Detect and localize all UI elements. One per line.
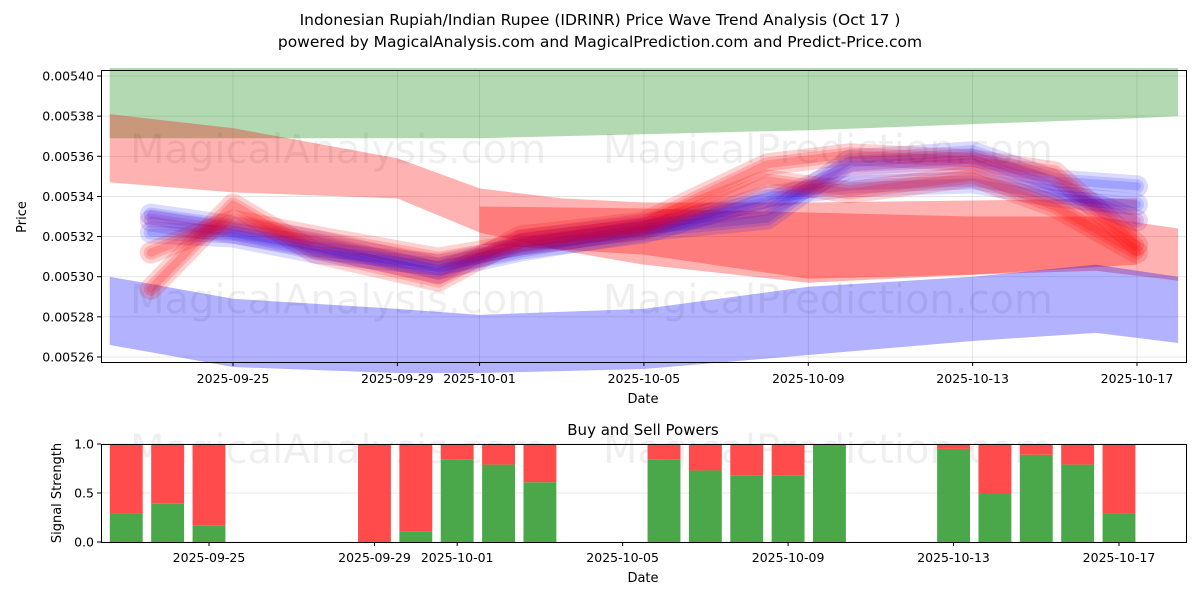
buy-bar [441,460,474,542]
x-tick-label: 2025-10-17 [1083,550,1156,565]
x-tick-label: 2025-09-25 [173,550,246,565]
y-tick-label: 0.00532 [42,229,94,244]
buy-bar [110,514,143,542]
x-tick-label: 2025-09-29 [338,550,411,565]
y-tick-label: 0.00534 [42,189,94,204]
sell-bar [648,444,681,460]
sell-bar [1020,444,1053,455]
buy-bar [482,465,515,542]
y-tick-label: 0.00538 [42,109,94,124]
buy-bar [978,493,1011,542]
bar-x-axis: 2025-09-25 2025-09-29 2025-10-01 2025-10-05… [173,542,1156,565]
buy-bar [151,504,184,542]
price-y-axis: 0.00526 0.00528 0.00530 0.00532 0.00534 0.005… [42,69,101,365]
sell-bar [110,444,143,514]
buy-bar [1103,514,1136,542]
x-tick-label: 2025-10-13 [936,371,1009,386]
watermark: MagicalPrediction.com [603,127,1053,173]
price-x-axis-label: Date [627,392,658,407]
y-tick-label: 0.00536 [42,149,94,164]
y-tick-label: 0.0 [74,535,94,550]
watermark: MagicalAnalysis.com [130,127,546,173]
sell-bar [978,444,1011,493]
y-tick-label: 1.0 [74,437,94,452]
x-tick-label: 2025-10-09 [752,550,825,565]
buy-bar [193,525,226,542]
x-tick-label: 2025-10-09 [772,371,845,386]
sell-bar [523,444,556,482]
buy-bar [937,449,970,542]
buy-bar [689,470,722,542]
sell-bar [151,444,184,504]
bar-y-axis: 0.0 0.5 1.0 [74,437,101,550]
y-tick-label: 0.00526 [42,350,94,365]
x-tick-label: 2025-10-13 [917,550,990,565]
bar-y-axis-label: Signal Strength [50,443,65,543]
buy-bar [1061,465,1094,542]
x-tick-label: 2025-09-25 [197,371,270,386]
x-tick-label: 2025-10-01 [421,550,494,565]
y-tick-label: 0.00528 [42,309,94,324]
buy-bar [1020,455,1053,542]
chart-canvas: MagicalAnalysis.com MagicalPrediction.co… [0,0,1200,600]
sell-bar [689,444,722,470]
watermark: MagicalAnalysis.com [130,277,546,323]
x-tick-label: 2025-09-29 [361,371,434,386]
x-tick-label: 2025-10-05 [586,550,659,565]
sell-bar [1061,444,1094,465]
price-y-axis-label: Price [15,201,30,233]
sell-bar [193,444,226,525]
buy-bar [399,531,432,542]
buy-bar [730,475,763,542]
x-tick-label: 2025-10-17 [1101,371,1174,386]
sell-bar [399,444,432,531]
x-tick-label: 2025-10-05 [608,371,681,386]
sell-bar [772,444,805,475]
sell-bar [482,444,515,465]
sell-bar [730,444,763,475]
buy-bar [648,460,681,542]
sell-bar [1103,444,1136,514]
y-tick-label: 0.00540 [42,69,94,84]
x-tick-label: 2025-10-01 [443,371,516,386]
buy-bar [772,475,805,542]
buy-bar [523,482,556,542]
sell-bar [358,444,391,542]
sell-bar [441,444,474,460]
y-tick-label: 0.5 [74,486,94,501]
y-tick-label: 0.00530 [42,269,94,284]
bar-x-axis-label: Date [627,571,658,586]
buy-bar [813,444,846,542]
watermark: MagicalPrediction.com [603,277,1053,323]
